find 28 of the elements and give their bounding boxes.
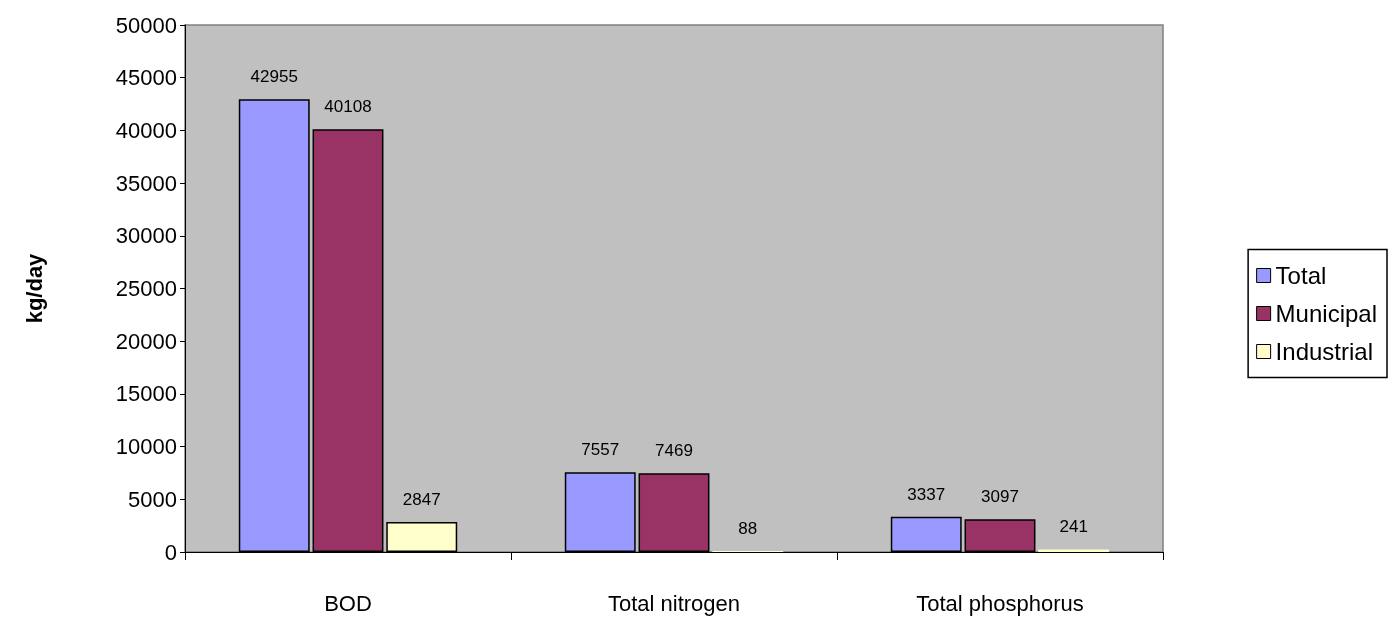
x-tick-label: BOD [324,590,372,616]
y-tick-label: 45000 [115,65,177,91]
y-tick-label: 10000 [115,434,177,460]
legend-label: Industrial [1275,338,1374,365]
data-label: 88 [738,519,758,539]
x-tick-label: Total nitrogen [607,590,741,616]
y-tick-label: 50000 [115,12,177,38]
data-label: 7469 [655,441,693,461]
y-tick-label: 25000 [115,276,177,301]
data-label: 42955 [250,67,298,87]
y-tick-label: 20000 [115,328,177,354]
y-tick-label: 15000 [115,381,177,407]
x-tick-label: Total phosphorus [916,590,1084,616]
data-label: 241 [1059,517,1088,537]
data-label: 3337 [907,484,946,504]
data-label: 2847 [402,489,441,509]
data-label: 7557 [581,440,620,460]
y-tick-label: 35000 [115,170,177,196]
y-axis-title: kg/day [21,252,47,324]
y-tick-label: 40000 [115,117,177,143]
data-label: 3097 [981,487,1019,507]
y-tick-label: 30000 [115,223,177,249]
bar [1038,549,1110,552]
legend-label: Municipal [1275,300,1378,327]
data-label: 40108 [324,97,372,117]
y-tick-label: 0 [164,539,177,565]
legend-label: Total [1275,262,1327,289]
y-tick-label: 5000 [128,486,177,512]
